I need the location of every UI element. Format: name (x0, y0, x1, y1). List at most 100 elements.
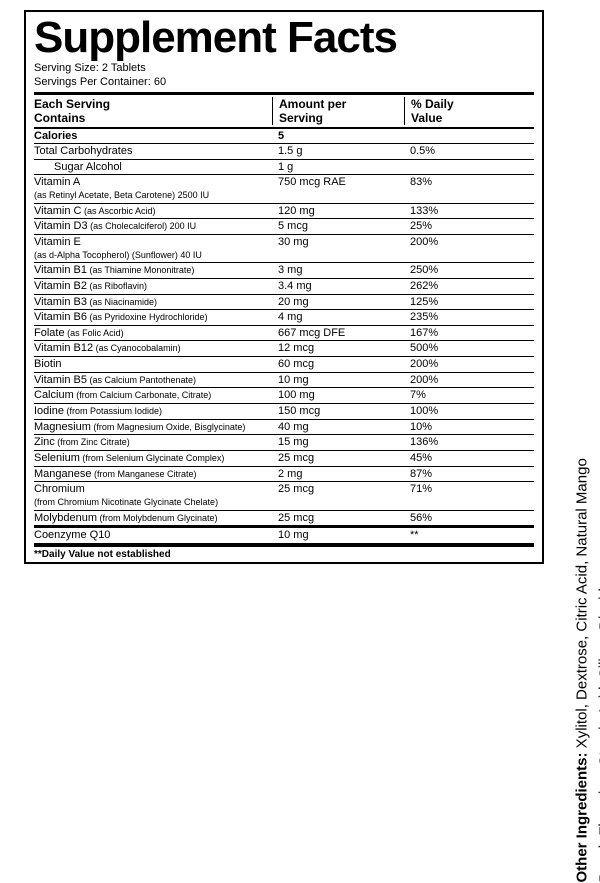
nutrient-row: Total Carbohydrates 1.5 g0.5% (34, 144, 534, 160)
nutrient-dv: 0.5% (404, 145, 534, 158)
nutrient-source: (as Niacinamide) (87, 297, 157, 307)
nutrient-amount: 5 mcg (272, 220, 404, 233)
nutrient-source: (as Thiamine Mononitrate) (87, 265, 194, 275)
nutrient-dv: 133% (404, 205, 534, 218)
nutrient-source: (as Riboflavin) (87, 281, 147, 291)
nutrient-dv: 45% (404, 452, 534, 465)
nutrient-source: (from Selenium Glycinate Complex) (80, 453, 225, 463)
nutrient-dv: 235% (404, 311, 534, 324)
nutrient-dv: 500% (404, 342, 534, 355)
nutrient-name: Manganese (34, 468, 92, 480)
nutrient-source: (as Pyridoxine Hydrochloride) (87, 312, 208, 322)
nutrient-name: Magnesium (34, 421, 91, 433)
nutrient-name: Biotin (34, 358, 62, 370)
nutrient-source: (as Cholecalciferol) 200 IU (88, 221, 197, 231)
nutrient-name: Iodine (34, 405, 64, 417)
nutrient-source: (from Magnesium Oxide, Bisglycinate) (91, 422, 246, 432)
servings-per: 60 (154, 76, 166, 88)
nutrient-name: Vitamin B3 (34, 296, 87, 308)
nutrient-amount: 12 mcg (272, 342, 404, 355)
nutrient-amount: 25 mcg (272, 483, 404, 508)
nutrient-name: Vitamin B5 (34, 374, 87, 386)
nutrient-dv: 71% (404, 483, 534, 508)
hdr-c1b: Contains (34, 111, 85, 125)
nutrient-dv: 136% (404, 436, 534, 449)
nutrient-row: Molybdenum (from Molybdenum Glycinate)25… (34, 511, 534, 529)
nutrient-source: (as Folic Acid) (65, 328, 124, 338)
other-line1: Xylitol, Dextrose, Citric Acid, Natural … (574, 458, 591, 748)
nutrient-dv: 10% (404, 421, 534, 434)
nutrient-dv: 83% (404, 176, 534, 201)
nutrient-name: Vitamin E (34, 236, 81, 248)
nutrient-row: Manganese (from Manganese Citrate)2 mg87… (34, 467, 534, 483)
nutrient-amount: 10 mg (272, 529, 404, 542)
nutrient-row: Chromium(from Chromium Nicotinate Glycin… (34, 482, 534, 510)
nutrient-amount: 3.4 mg (272, 280, 404, 293)
nutrient-amount: 25 mcg (272, 452, 404, 465)
nutrient-dv: 87% (404, 468, 534, 481)
nutrient-amount: 40 mg (272, 421, 404, 434)
calories-label: Calories (34, 130, 272, 143)
nutrient-source: (as d-Alpha Tocopherol) (Sunflower) 40 I… (34, 250, 202, 260)
nutrient-row: Vitamin D3 (as Cholecalciferol) 200 IU5 … (34, 219, 534, 235)
nutrient-amount: 10 mg (272, 374, 404, 387)
nutrient-source: (from Zinc Citrate) (55, 437, 130, 447)
other-line2: Peach Flavoring, Stearic Acid, Silicon D… (596, 580, 600, 883)
nutrient-row: Selenium (from Selenium Glycinate Comple… (34, 451, 534, 467)
other-ingredients: Other Ingredients: Xylitol, Dextrose, Ci… (572, 323, 600, 883)
nutrient-row: Magnesium (from Magnesium Oxide, Bisglyc… (34, 420, 534, 436)
nutrient-name: Selenium (34, 452, 80, 464)
nutrient-source: (from Manganese Citrate) (92, 469, 197, 479)
nutrient-row: Vitamin A (as Retinyl Acetate, Beta Carot… (34, 175, 534, 203)
nutrient-dv: 125% (404, 296, 534, 309)
nutrient-source: (as Cyanocobalamin) (93, 343, 181, 353)
nutrient-row: Vitamin B12 (as Cyanocobalamin) 12 mcg500… (34, 341, 534, 357)
nutrient-row: Vitamin B1 (as Thiamine Mononitrate)3 mg… (34, 263, 534, 279)
serving-info: Serving Size: 2 Tablets Servings Per Con… (34, 62, 534, 90)
nutrient-amount: 30 mg (272, 236, 404, 261)
nutrient-amount: 750 mcg RAE (272, 176, 404, 201)
hdr-c1a: Each Serving (34, 97, 110, 111)
nutrient-row: Iodine (from Potassium Iodide)150 mcg100… (34, 404, 534, 420)
nutrient-name: Zinc (34, 436, 55, 448)
nutrient-amount: 1.5 g (272, 145, 404, 158)
nutrient-name: Vitamin C (34, 205, 81, 217)
nutrient-name: Vitamin A (34, 176, 80, 188)
nutrient-name: Total Carbohydrates (34, 145, 132, 157)
nutrient-dv: 200% (404, 236, 534, 261)
nutrient-name: Sugar Alcohol (34, 161, 122, 173)
calories-row: Calories 5 (34, 129, 534, 145)
nutrient-source: (from Chromium Nicotinate Glycinate Chel… (34, 497, 218, 507)
nutrient-amount: 3 mg (272, 264, 404, 277)
calories-amount: 5 (272, 130, 404, 143)
panel-title: Supplement Facts (34, 16, 534, 60)
nutrient-source: (from Potassium Iodide) (64, 406, 162, 416)
nutrient-name: Coenzyme Q10 (34, 529, 110, 541)
nutrient-source: (as Retinyl Acetate, Beta Carotene) 2500… (34, 190, 209, 200)
nutrient-source: (as Calcium Pantothenate) (87, 375, 196, 385)
nutrient-amount: 15 mg (272, 436, 404, 449)
nutrient-row: Vitamin B3 (as Niacinamide)20 mg125% (34, 295, 534, 311)
nutrient-row: Calcium (from Calcium Carbonate, Citrate… (34, 388, 534, 404)
nutrient-row: Vitamin B6 (as Pyridoxine Hydrochloride)… (34, 310, 534, 326)
dv-note: **Daily Value not established (34, 544, 534, 560)
nutrient-dv: 200% (404, 374, 534, 387)
other-label: Other Ingredients: (574, 752, 591, 882)
nutrient-amount: 4 mg (272, 311, 404, 324)
nutrient-name: Vitamin B2 (34, 280, 87, 292)
nutrient-row: Vitamin E (as d-Alpha Tocopherol) (Sunflo… (34, 235, 534, 263)
nutrient-dv: 7% (404, 389, 534, 402)
nutrient-source: (from Molybdenum Glycinate) (97, 513, 218, 523)
column-headers: Each ServingContains Amount perServing %… (34, 95, 534, 129)
nutrient-dv: 262% (404, 280, 534, 293)
hdr-c3a: % Daily (411, 97, 454, 111)
nutrient-row: Vitamin B5 (as Calcium Pantothenate) 10 m… (34, 373, 534, 389)
nutrient-rows: Total Carbohydrates 1.5 g0.5% Sugar Alcoho… (34, 144, 534, 544)
hdr-c3b: Value (411, 111, 442, 125)
serving-size: 2 Tablets (102, 62, 146, 74)
nutrient-dv: 200% (404, 358, 534, 371)
nutrient-name: Vitamin B12 (34, 342, 93, 354)
nutrient-row: Sugar Alcohol1 g (34, 160, 534, 176)
nutrient-row: Vitamin C (as Ascorbic Acid)120 mg133% (34, 204, 534, 220)
nutrient-dv: 167% (404, 327, 534, 340)
